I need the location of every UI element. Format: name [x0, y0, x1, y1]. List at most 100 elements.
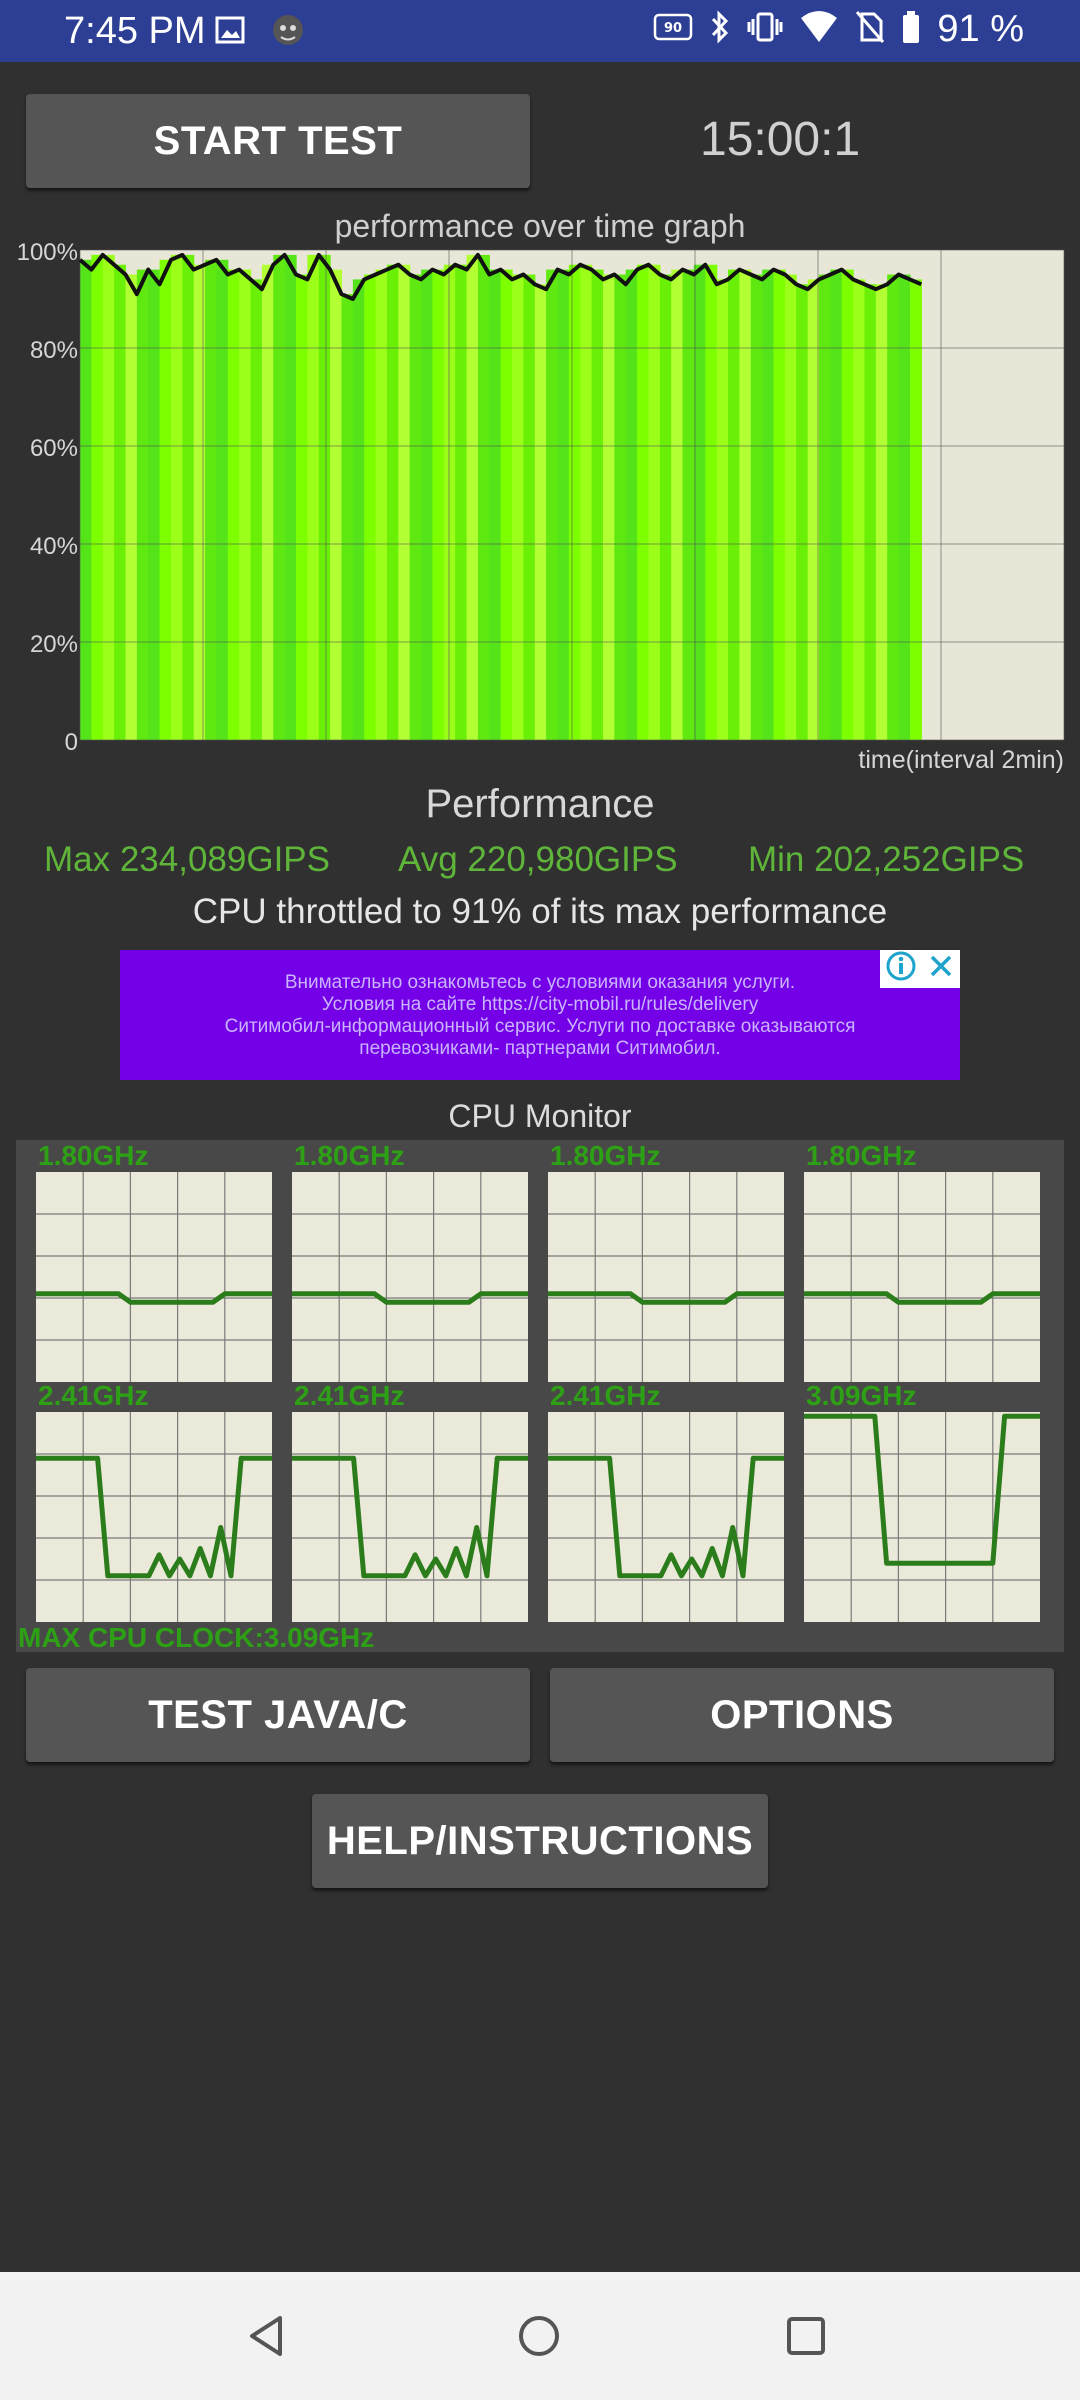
performance-bar [625, 269, 638, 740]
performance-bar [239, 269, 252, 740]
back-icon[interactable] [244, 2314, 288, 2363]
performance-bar [602, 274, 615, 740]
cpu-core-chart [292, 1412, 528, 1622]
y-tick-label: 0 [65, 729, 78, 756]
performance-bar [250, 279, 263, 740]
performance-bar [136, 269, 149, 740]
battery-percent: 91 % [937, 8, 1024, 50]
performance-bar [591, 269, 604, 740]
cpu-core-chart [804, 1412, 1040, 1622]
performance-bar [648, 264, 661, 740]
performance-bar [409, 274, 422, 740]
performance-bar [341, 294, 354, 740]
performance-bar [909, 279, 922, 740]
performance-bar [557, 269, 570, 740]
performance-bar [898, 274, 911, 740]
x-axis-label: time(interval 2min) [858, 746, 1064, 774]
core-frequency-label: 1.80GHz [38, 1140, 149, 1171]
test-java-c-button[interactable]: TEST JAVA/C [26, 1668, 530, 1762]
help-instructions-button[interactable]: HELP/INSTRUCTIONS [312, 1794, 768, 1888]
ad-line: Внимательно ознакомьтесь с условиями ока… [284, 972, 796, 993]
core-chart-background [292, 1172, 528, 1382]
performance-bar [443, 264, 456, 740]
core-frequency-line [804, 1413, 1040, 1566]
performance-bar [716, 279, 729, 740]
close-icon[interactable] [928, 953, 954, 985]
performance-bar [227, 269, 240, 740]
info-icon[interactable] [886, 951, 916, 987]
app-icon [271, 13, 305, 52]
ad-line: Условия на сайте https://city-mobil.ru/r… [321, 994, 759, 1015]
cpu-core-chart [36, 1172, 272, 1382]
home-icon[interactable] [517, 2314, 561, 2363]
performance-bar [296, 274, 308, 740]
ad-line: перевозчиками- партнерами Ситимобил. [359, 1038, 721, 1059]
performance-bar [466, 254, 479, 740]
performance-bar [841, 269, 854, 740]
performance-bar [102, 254, 115, 740]
core-frequency-label: 1.80GHz [550, 1140, 661, 1171]
cpu-core-chart [36, 1412, 272, 1622]
performance-bar [830, 269, 843, 740]
core-frequency-label: 2.41GHz [38, 1380, 149, 1411]
status-bar: 7:45 PM 90 91 % [0, 0, 1080, 62]
cpu-core-charts [36, 1172, 1040, 1622]
performance-bar [637, 264, 650, 740]
avg-performance: Avg 220,980GIPS [398, 840, 678, 879]
performance-bar [91, 254, 104, 740]
core-frequency-line [548, 1291, 784, 1305]
core-frequency-label: 3.09GHz [806, 1380, 917, 1411]
performance-bar [705, 264, 718, 740]
options-button[interactable]: OPTIONS [550, 1668, 1054, 1762]
core-frequency-label: 1.80GHz [294, 1140, 405, 1171]
performance-bar [170, 254, 183, 740]
ad-banner[interactable]: Внимательно ознакомьтесь с условиями ока… [120, 950, 960, 1080]
cpu-core-chart [548, 1172, 784, 1382]
core-chart-background [548, 1412, 784, 1622]
navigation-bar [0, 2272, 1080, 2400]
ad-choices[interactable] [880, 950, 960, 988]
performance-bar [512, 274, 524, 740]
start-test-button[interactable]: START TEST [26, 94, 530, 188]
performance-bar [728, 269, 741, 740]
cpu-core-chart [804, 1172, 1040, 1382]
performance-bar [159, 259, 172, 740]
recents-icon[interactable] [786, 2316, 826, 2361]
performance-bar [193, 264, 206, 740]
core-chart-background [804, 1172, 1040, 1382]
performance-bar [864, 284, 877, 740]
performance-bar [80, 259, 92, 740]
performance-bar [477, 254, 490, 740]
performance-bar [568, 264, 581, 740]
core-chart-background [548, 1172, 784, 1382]
core-frequency-label: 2.41GHz [294, 1380, 405, 1411]
y-tick-label: 80% [30, 337, 78, 364]
performance-bar [523, 274, 536, 740]
performance-bar [546, 269, 559, 740]
min-performance: Min 202,252GIPS [748, 840, 1025, 879]
performance-bar [182, 254, 195, 740]
cpu-core-chart [548, 1412, 784, 1622]
performance-bar [352, 279, 365, 740]
performance-bar [489, 269, 502, 740]
performance-bar [739, 269, 752, 740]
performance-bar [125, 274, 138, 740]
performance-bar [693, 264, 706, 740]
test-timer: 15:00:1 [700, 113, 861, 166]
core-frequency-line [548, 1455, 784, 1579]
core-frequency-label: 1.80GHz [806, 1140, 917, 1171]
throttle-message: CPU throttled to 91% of its max performa… [192, 892, 888, 931]
performance-bar [853, 279, 866, 740]
performance-bar [773, 269, 786, 740]
status-time: 7:45 PM [64, 10, 206, 52]
performance-bar [398, 264, 411, 740]
performance-bar [307, 254, 320, 740]
core-chart-background [36, 1412, 272, 1622]
performance-bar [284, 254, 297, 740]
y-tick-label: 60% [30, 435, 78, 462]
core-frequency-line [292, 1455, 528, 1579]
performance-bar [421, 269, 434, 740]
image-icon [215, 16, 245, 49]
y-tick-label: 20% [30, 631, 78, 658]
core-frequency-line [36, 1455, 272, 1579]
